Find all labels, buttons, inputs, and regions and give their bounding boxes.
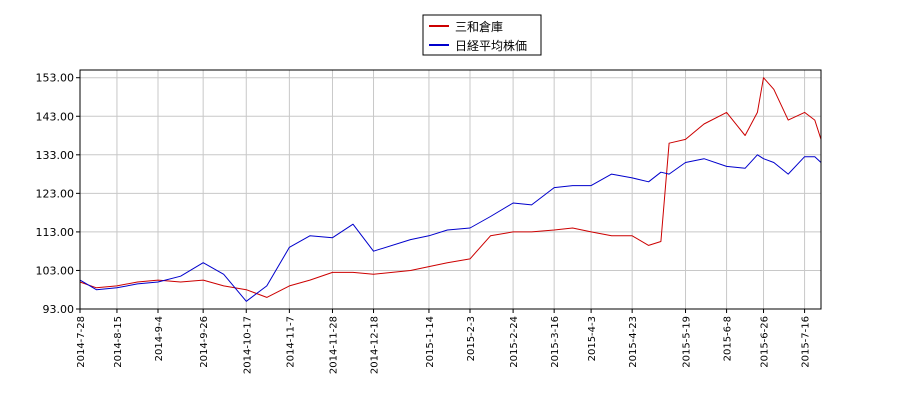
legend-label: 日経平均株価	[455, 38, 527, 53]
x-tick-label: 2015-5-19	[682, 316, 693, 368]
series-line-0	[79, 77, 822, 298]
x-tick-label: 2014-8-15	[113, 316, 124, 368]
series-layer	[79, 77, 822, 302]
x-tick-label: 2014-9-26	[199, 316, 210, 368]
y-tick-label: 103.00	[36, 264, 75, 277]
plot-frame	[79, 69, 822, 310]
x-tick-label: 2015-6-8	[723, 316, 734, 361]
x-tick-label: 2015-2-24	[509, 316, 520, 368]
x-tick-label: 2015-4-23	[628, 316, 639, 368]
grid	[79, 70, 821, 310]
x-tick-label: 2014-9-4	[154, 316, 165, 361]
x-tick-label: 2014-7-28	[76, 316, 87, 368]
x-tick-label: 2015-1-14	[425, 316, 436, 368]
y-tick-label: 93.00	[43, 303, 75, 316]
x-tick-label: 2015-6-26	[760, 316, 771, 368]
series-line-1	[79, 154, 822, 302]
y-tick-label: 113.00	[36, 226, 75, 239]
x-tick-label: 2014-12-18	[370, 316, 381, 374]
y-tick-label: 133.00	[36, 149, 75, 162]
y-axis-ticks: 93.00 103.00 113.00 123.00 133.00 143.00 153.0…	[36, 72, 80, 316]
x-tick-label: 2015-2-3	[466, 316, 477, 361]
x-tick-label: 2014-11-7	[285, 316, 296, 368]
x-axis-ticks: 2014-7-28 2014-8-15 2014-9-4 2014-9-26 2014-…	[76, 309, 812, 374]
legend-label: 三和倉庫	[455, 19, 503, 34]
x-tick-label: 2015-3-16	[550, 316, 561, 368]
legend-box	[422, 14, 542, 56]
x-tick-label: 2014-10-17	[242, 316, 253, 374]
x-tick-label: 2014-11-28	[328, 316, 339, 374]
y-tick-label: 143.00	[36, 110, 75, 123]
x-tick-label: 2015-7-16	[801, 316, 812, 368]
y-tick-label: 123.00	[36, 187, 75, 200]
x-tick-label: 2015-4-3	[587, 316, 598, 361]
axes	[79, 69, 822, 310]
y-tick-label: 153.00	[36, 72, 75, 85]
